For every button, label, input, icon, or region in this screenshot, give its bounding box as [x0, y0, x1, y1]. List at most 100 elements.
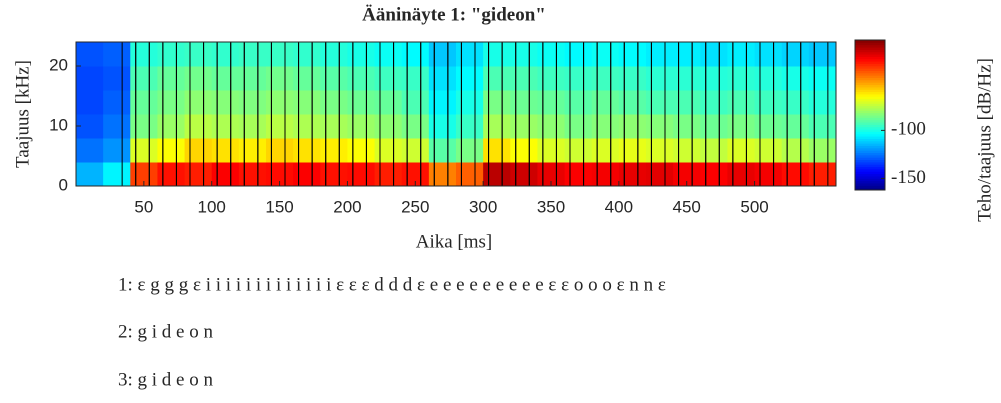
heatmap-cell	[185, 114, 213, 139]
heatmap-cell	[293, 162, 321, 187]
heatmap-cell	[402, 66, 430, 91]
heatmap-cell	[456, 42, 484, 67]
heatmap-cell	[700, 42, 728, 67]
heatmap-cell	[782, 162, 810, 187]
heatmap-cell	[619, 66, 647, 91]
colorbar-tick-label: -100	[891, 119, 926, 140]
heatmap-cell	[130, 138, 158, 163]
heatmap-cell	[673, 114, 701, 139]
x-tick-label: 100	[198, 197, 226, 216]
heatmap-cell	[375, 90, 403, 115]
heatmap-cell	[185, 42, 213, 67]
heatmap-cell	[429, 138, 457, 163]
heatmap-cell	[266, 114, 294, 139]
heatmap-cell	[755, 42, 783, 67]
heatmap-cell	[429, 114, 457, 139]
heatmap-cell	[375, 162, 403, 187]
heatmap-cell	[592, 138, 620, 163]
heatmap-cell	[347, 138, 375, 163]
heatmap-cell	[239, 162, 267, 187]
heatmap-cell	[565, 42, 593, 67]
heatmap-cell	[565, 114, 593, 139]
heatmap-cell	[347, 162, 375, 187]
transcription: 1: ɛ g g g ɛ i i i i i i i i i i i i i ɛ…	[118, 274, 666, 295]
heatmap-cell	[429, 162, 457, 187]
heatmap-cell	[429, 42, 457, 67]
heatmap-cell	[320, 138, 348, 163]
heatmap-cell	[565, 162, 593, 187]
colorbar-tick-label: -150	[891, 167, 926, 188]
heatmap-cell	[537, 114, 565, 139]
heatmap-cell	[727, 138, 755, 163]
heatmap-cell	[646, 162, 674, 187]
heatmap-cell	[212, 162, 240, 187]
figure: Ääninäyte 1: "gideon" Aika [ms] Taajuus …	[0, 0, 1001, 403]
heatmap-cell	[510, 90, 538, 115]
heatmap-cell	[673, 138, 701, 163]
heatmap-cell	[456, 138, 484, 163]
heatmap-cell	[239, 66, 267, 91]
transcription: 2: g i d e o n	[118, 321, 213, 342]
heatmap-cell	[510, 114, 538, 139]
y-tick-label: 0	[59, 175, 68, 194]
heatmap-cell	[239, 114, 267, 139]
x-tick-label: 150	[265, 197, 293, 216]
x-tick-label: 400	[605, 197, 633, 216]
heatmap-cell	[592, 162, 620, 187]
heatmap-cell	[565, 138, 593, 163]
heatmap-cell	[727, 162, 755, 187]
heatmap-cell	[266, 138, 294, 163]
heatmap-cell	[592, 42, 620, 67]
heatmap-cell	[592, 66, 620, 91]
heatmap-cell	[212, 66, 240, 91]
heatmap-cell	[483, 138, 511, 163]
heatmap-cell	[347, 66, 375, 91]
heatmap-cell	[320, 162, 348, 187]
heatmap-cell	[293, 90, 321, 115]
transcription: 3: g i d e o n	[118, 369, 213, 390]
heatmap-cell	[646, 66, 674, 91]
heatmap-cell	[456, 66, 484, 91]
heatmap-cell	[809, 42, 837, 67]
heatmap-cell	[565, 90, 593, 115]
heatmap-cell	[755, 90, 783, 115]
heatmap-cell	[293, 42, 321, 67]
heatmap-cell	[76, 66, 104, 91]
heatmap-cell	[103, 42, 131, 67]
heatmap-cell	[700, 90, 728, 115]
heatmap-cell	[809, 162, 837, 187]
heatmap-cell	[347, 114, 375, 139]
heatmap-cell	[103, 90, 131, 115]
heatmap-cell	[157, 42, 185, 67]
heatmap-cell	[646, 114, 674, 139]
x-tick-label: 300	[469, 197, 497, 216]
heatmap-cell	[293, 114, 321, 139]
heatmap-cell	[782, 90, 810, 115]
heatmap-cell	[510, 138, 538, 163]
chart-title: Ääninäyte 1: "gideon"	[362, 4, 546, 25]
heatmap-cell	[293, 138, 321, 163]
heatmap-cell	[700, 138, 728, 163]
heatmap-cell	[673, 90, 701, 115]
heatmap-cell	[157, 138, 185, 163]
heatmap-cell	[510, 162, 538, 187]
x-tick-label: 350	[537, 197, 565, 216]
heatmap-cell	[565, 66, 593, 91]
heatmap-cell	[510, 66, 538, 91]
heatmap-cell	[185, 138, 213, 163]
heatmap-cell	[700, 66, 728, 91]
heatmap-cell	[592, 114, 620, 139]
heatmap-cell	[673, 42, 701, 67]
heatmap-cell	[212, 42, 240, 67]
heatmap-cell	[103, 138, 131, 163]
heatmap-cell	[483, 66, 511, 91]
y-axis-label: Taajuus [kHz]	[12, 60, 33, 168]
heatmap-cell	[456, 114, 484, 139]
heatmap-cell	[456, 162, 484, 187]
heatmap-cell	[130, 90, 158, 115]
heatmap-cell	[212, 138, 240, 163]
heatmap-cell	[727, 42, 755, 67]
heatmap-cell	[727, 114, 755, 139]
heatmap-cell	[76, 162, 104, 187]
heatmap-cell	[375, 114, 403, 139]
